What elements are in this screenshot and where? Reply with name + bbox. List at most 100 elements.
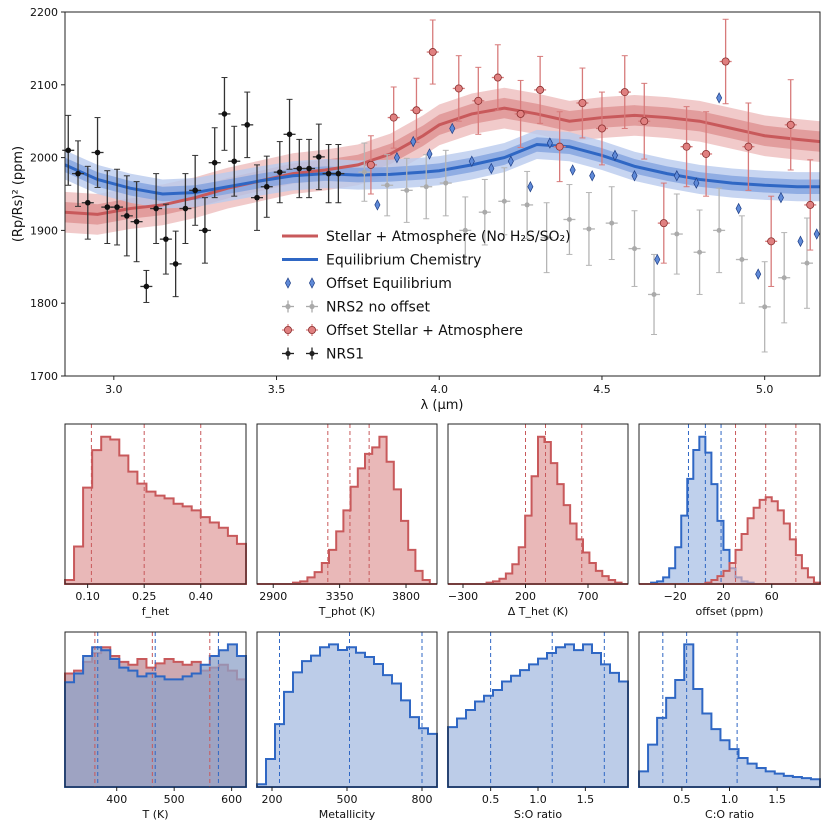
histogram-series-0 (257, 644, 437, 787)
spectrum-x-tick-label: 3.5 (268, 383, 286, 396)
offset-stellar-point (429, 48, 436, 55)
offset-stellar-point (413, 107, 420, 114)
histogram-x-tick-label: 0.10 (75, 590, 100, 603)
nrs1-point (114, 204, 120, 210)
histogram-panel-3: −300 200 700 Δ T_het (K) (448, 424, 628, 618)
histogram-x-tick-label: 400 (106, 793, 127, 806)
nrs1-point (95, 150, 101, 156)
histogram-x-tick-label: 600 (221, 793, 242, 806)
spectrum-x-ticks: 3.0 3.5 4.0 4.5 5.0 (105, 376, 773, 396)
histogram-panel-6: 200 500 800 Metallicity (257, 632, 437, 821)
offset-stellar-point (745, 143, 752, 150)
histogram-x-tick-label: 200 (262, 793, 283, 806)
legend-swatch-point (309, 304, 314, 309)
histogram-series-0 (639, 644, 820, 787)
offset-equilibrium-point (528, 182, 533, 192)
histogram-x-tick-label: 3350 (326, 590, 354, 603)
nrs1-point (183, 206, 189, 212)
histogram-series-0 (448, 644, 628, 787)
histogram-x-label: C:O ratio (705, 808, 754, 821)
histogram-x-tick-label: 0.25 (132, 590, 157, 603)
spectrum-x-tick-label: 3.0 (105, 383, 123, 396)
nrs2-point (697, 250, 702, 255)
nrs2-point (525, 202, 530, 207)
posterior-histograms: 0.10 0.25 0.40f_het2900 3350 3800T_phot (K)−… (65, 424, 820, 821)
offset-stellar-point (598, 125, 605, 132)
offset-stellar-point (722, 58, 729, 65)
offset-stellar-point (556, 143, 563, 150)
histogram-x-tick-label: −20 (664, 590, 687, 603)
histogram-x-tick-label: −300 (448, 590, 478, 603)
legend-label: Offset Equilibrium (326, 276, 452, 292)
histogram-panel-2: 2900 3350 3800T_phot (K) (257, 424, 437, 618)
legend-swatch-point (309, 351, 314, 356)
legend-label: Stellar + Atmosphere (No H₂S/SO₂) (326, 229, 571, 245)
nrs1-point (326, 171, 332, 177)
nrs2-point (782, 275, 787, 280)
legend-swatch-point (285, 304, 290, 309)
spectrum-y-tick-label: 1700 (30, 370, 58, 383)
offset-equilibrium-point (375, 200, 380, 210)
nrs1-point (134, 219, 140, 225)
offset-equilibrium-point (570, 165, 575, 175)
spectrum-y-label: (Rp/Rs)² (ppm) (11, 146, 26, 242)
histogram-x-tick-label: 200 (515, 590, 536, 603)
histogram-x-tick-label: 0.40 (189, 590, 214, 603)
nrs1-point (316, 154, 322, 160)
nrs1-point (306, 166, 312, 172)
histogram-panel-1: 0.10 0.25 0.40 f_het (65, 424, 246, 618)
nrs1-point (173, 261, 179, 267)
nrs2-point (404, 188, 409, 193)
spectrum-y-tick-label: 1900 (30, 224, 58, 237)
offset-stellar-point (455, 85, 462, 92)
histogram-series-0 (257, 437, 437, 584)
offset-stellar-point (807, 201, 814, 208)
legend-label: NRS2 no offset (326, 300, 430, 316)
nrs2-point (424, 184, 429, 189)
nrs2-point (632, 246, 637, 251)
nrs2-point (482, 210, 487, 215)
histogram-x-tick-label: 1.0 (529, 793, 547, 806)
histogram-x-tick-label: 0.5 (673, 793, 691, 806)
nrs2-point (502, 199, 507, 204)
nrs2-point (567, 217, 572, 222)
nrs1-point (277, 169, 283, 175)
offset-stellar-point (475, 97, 482, 104)
nrs1-point (222, 111, 228, 117)
histogram-x-tick-label: 20 (716, 590, 730, 603)
histogram-x-tick-label: 0.5 (482, 793, 500, 806)
legend-label: Offset Stellar + Atmosphere (326, 323, 523, 339)
spectrum-panel: 3.0 3.5 4.0 4.5 5.0 1700 1800 1900 2000 2100 2200… (11, 6, 820, 413)
histogram-x-label: f_het (142, 605, 170, 618)
histogram-series-1 (639, 497, 820, 584)
nrs1-point (202, 228, 208, 234)
nrs1-point (124, 213, 130, 219)
histogram-x-label: Metallicity (319, 808, 376, 821)
spectrum-x-label: λ (μm) (421, 398, 464, 413)
histogram-x-tick-label: 1.0 (721, 793, 739, 806)
histogram-x-label: T (K) (141, 808, 168, 821)
nrs1-point (287, 132, 293, 138)
spectrum-x-tick-label: 5.0 (756, 383, 774, 396)
legend: Stellar + Atmosphere (No H₂S/SO₂)Equilib… (282, 229, 571, 363)
offset-stellar-point (660, 220, 667, 227)
histogram-x-tick-label: 500 (337, 793, 358, 806)
legend-swatch-circle (284, 326, 291, 333)
offset-stellar-point (579, 99, 586, 106)
spectrum-y-ticks: 1700 1800 1900 2000 2100 2200 (30, 6, 65, 383)
offset-stellar-point (537, 86, 544, 93)
offset-stellar-point (702, 150, 709, 157)
nrs2-point (717, 228, 722, 233)
histogram-x-tick-label: 800 (412, 793, 433, 806)
legend-swatch-diamond (309, 278, 314, 288)
nrs1-point (192, 188, 198, 194)
nrs1-point (65, 148, 71, 154)
histogram-panel-7: 0.5 1.0 1.5 S:O ratio (448, 632, 628, 821)
spectrum-y-tick-label: 1800 (30, 297, 58, 310)
histogram-x-tick-label: 1.5 (577, 793, 595, 806)
offset-stellar-point (787, 121, 794, 128)
legend-label: NRS1 (326, 347, 364, 363)
histogram-x-tick-label: 700 (578, 590, 599, 603)
offset-stellar-point (641, 118, 648, 125)
